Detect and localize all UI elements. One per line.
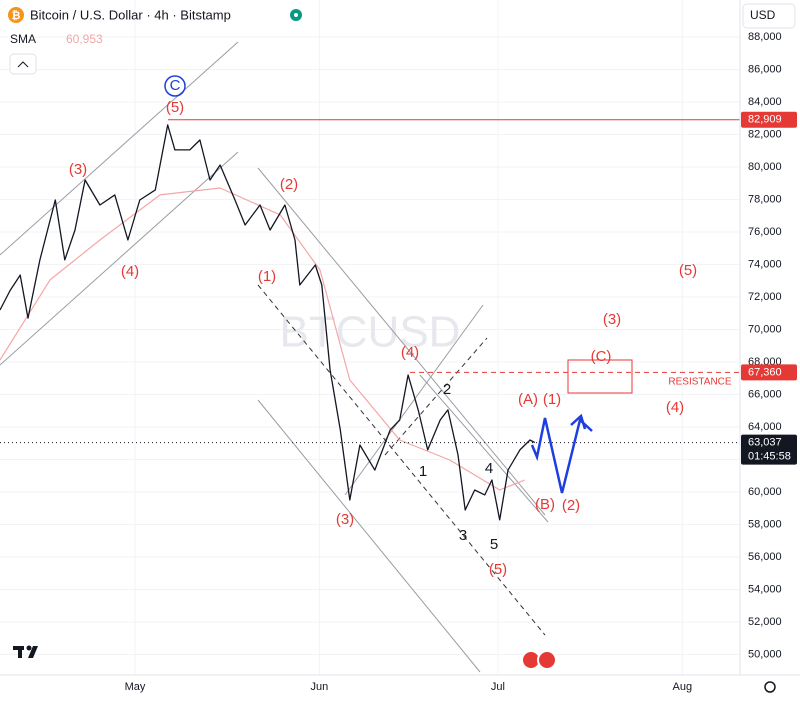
wave-label: (2) — [562, 497, 580, 514]
y-tick-label: 80,000 — [748, 161, 782, 173]
y-tick-label: 64,000 — [748, 421, 782, 433]
wave-label: (1) — [543, 391, 561, 408]
y-tick-label: 84,000 — [748, 96, 782, 108]
y-tick-label: 74,000 — [748, 258, 782, 270]
indicator-name: SMA — [10, 32, 36, 46]
price-badge — [741, 364, 797, 381]
price-badge — [741, 434, 797, 465]
y-tick-label: 58,000 — [748, 518, 782, 530]
resistance-box — [567, 359, 633, 394]
channel-line — [0, 151, 239, 366]
arrow-head — [570, 413, 587, 430]
wave-label: (4) — [666, 399, 684, 416]
wave-label: (4) — [121, 263, 139, 280]
x-axis: May Jun Jul Aug — [125, 681, 692, 693]
collapse-icon — [17, 61, 29, 68]
event-flag[interactable] — [537, 650, 557, 670]
y-tick-label: 50,000 — [748, 648, 782, 660]
y-tick-label: 70,000 — [748, 323, 782, 335]
grid — [0, 0, 740, 675]
wave-label: 1 — [419, 463, 427, 480]
wave-label: C — [170, 77, 181, 94]
countdown: 01:45:58 — [748, 451, 791, 463]
wave-label: (3) — [69, 161, 87, 178]
chart-title: Bitcoin / U.S. Dollar · 4h · Bitstamp — [30, 7, 231, 22]
channel-line — [257, 167, 546, 516]
x-tick-label: Jun — [311, 681, 329, 693]
tv-logo — [13, 645, 38, 658]
wave-label: (3) — [603, 311, 621, 328]
wave-label: (1) — [258, 268, 276, 285]
currency-label: USD — [750, 8, 776, 22]
wave-label: 4 — [485, 460, 493, 477]
y-tick-label: 54,000 — [748, 583, 782, 595]
settings-icon[interactable] — [764, 681, 776, 693]
currency-button[interactable] — [742, 3, 796, 29]
channel-line — [257, 399, 481, 673]
resistance-label: RESISTANCE — [668, 377, 731, 388]
y-tick-label: 76,000 — [748, 226, 782, 238]
price-badge — [741, 111, 797, 128]
y-tick-label: 60,000 — [748, 486, 782, 498]
y-tick-label: 86,000 — [748, 63, 782, 75]
x-tick-label: Jul — [491, 681, 505, 693]
wave-label: (3) — [336, 511, 354, 528]
dashed-line — [384, 337, 488, 456]
circle-marker — [164, 75, 186, 97]
y-tick-label: 72,000 — [748, 291, 782, 303]
collapse-button[interactable] — [9, 53, 37, 75]
wave-label: 3 — [459, 527, 467, 544]
plot — [0, 119, 740, 521]
wave-label: (2) — [280, 176, 298, 193]
wave-label: (B) — [535, 496, 555, 513]
y-tick-label: 78,000 — [748, 193, 782, 205]
logo-part — [26, 645, 32, 651]
icon-glyph: ₿ — [12, 10, 21, 22]
projection-arrow — [530, 413, 593, 494]
y-tick-label: 82,000 — [748, 128, 782, 140]
annotations: (3) (4) (5) C (2) (1) (3) (4) 2 1 3 4 5 (5) (A) (1) (B) (… — [69, 77, 732, 578]
channel-line — [344, 304, 484, 496]
price-badges: 82,909 67,360 63,037 01:45:58 — [741, 111, 797, 465]
sma-line — [0, 187, 525, 491]
price-badge-label: 82,909 — [748, 114, 782, 126]
y-tick-label: 52,000 — [748, 616, 782, 628]
bitcoin-icon — [8, 7, 24, 23]
watermark: BTCUSD — [280, 308, 461, 357]
wave-label: (5) — [489, 561, 507, 578]
wave-label: (A) — [518, 391, 538, 408]
y-tick-label: 56,000 — [748, 551, 782, 563]
x-tick-label: Aug — [673, 681, 693, 693]
channel-line — [419, 374, 549, 523]
price-badge-label: 63,037 — [748, 437, 782, 449]
wave-label: 5 — [490, 536, 498, 553]
wave-label: (C) — [591, 348, 612, 365]
trend-drawings — [0, 41, 549, 673]
x-tick-label: May — [125, 681, 146, 693]
wave-label: (4) — [401, 344, 419, 361]
price-line — [0, 124, 536, 521]
y-tick-label: 66,000 — [748, 388, 782, 400]
dashed-line — [257, 284, 546, 636]
price-badge-label: 67,360 — [748, 366, 782, 378]
wave-label: 2 — [443, 381, 451, 398]
indicator-value: 60,953 — [66, 32, 103, 46]
channel-line — [0, 41, 239, 256]
wave-label: (5) — [679, 262, 697, 279]
wave-label: (5) — [166, 99, 184, 116]
logo-part — [18, 646, 22, 658]
y-tick-label: 88,000 — [748, 31, 782, 43]
logo-part — [28, 646, 38, 658]
status-icon-dot — [294, 13, 298, 17]
